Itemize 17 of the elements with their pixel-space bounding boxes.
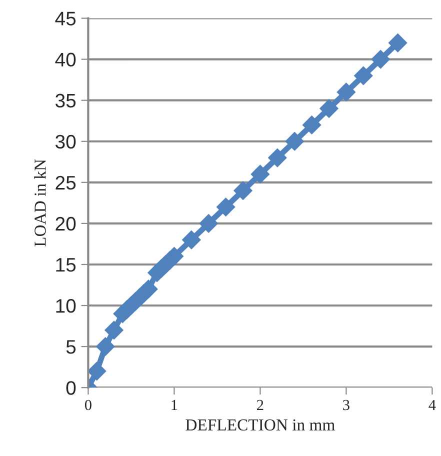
x-axis-title: DEFLECTION in mm: [186, 419, 335, 431]
y-tick-label: 20: [56, 216, 76, 231]
x-tick-label: 1: [172, 400, 178, 410]
y-tick-label: 45: [55, 12, 76, 26]
y-tick-label: 0: [66, 381, 76, 395]
x-tick-label: 3: [343, 400, 350, 410]
y-tick-label: 40: [55, 52, 76, 67]
y-tick-label: 30: [56, 134, 76, 149]
y-tick-label: 15: [56, 258, 76, 272]
x-tick-label: 2: [257, 400, 264, 410]
y-tick-label: 35: [56, 94, 76, 108]
x-tick-label: 4: [428, 400, 436, 410]
y-tick-label: 25: [56, 176, 76, 190]
x-tick-label: 0: [84, 400, 92, 410]
y-tick-label: 10: [56, 298, 76, 313]
y-axis-title: LOAD in kN: [34, 159, 46, 246]
y-tick-label: 5: [66, 340, 76, 354]
